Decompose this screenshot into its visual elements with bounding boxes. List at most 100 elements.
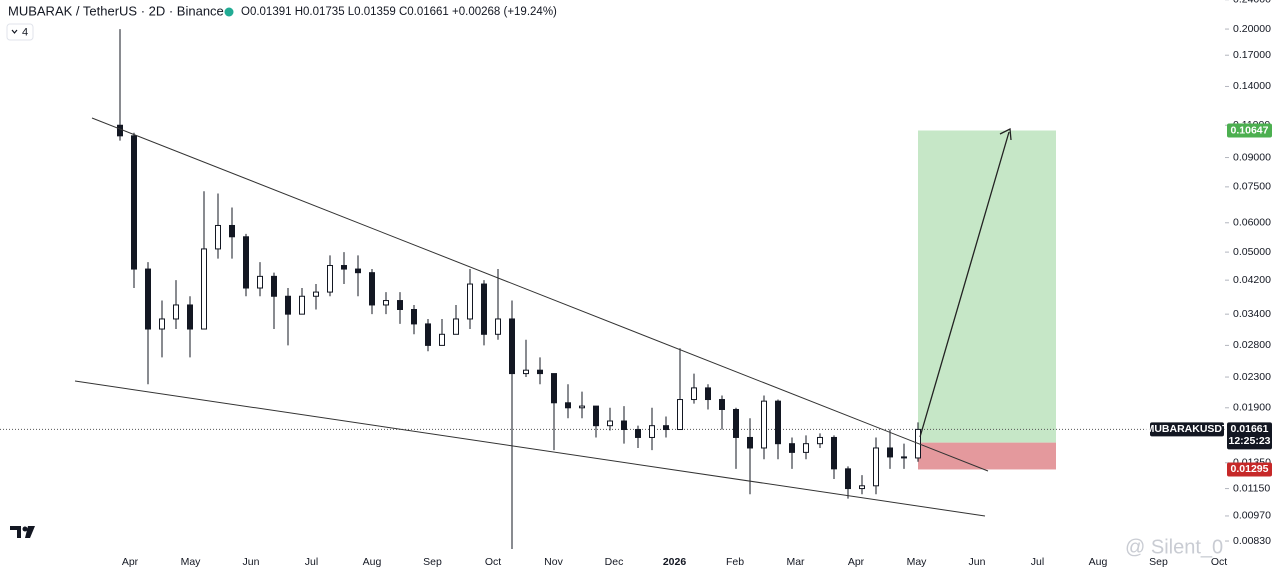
loss-zone: [918, 442, 1056, 470]
candle-body: [159, 318, 165, 330]
candle-body: [789, 443, 795, 453]
y-tick-label: 0.20000: [1233, 23, 1271, 35]
target-label: 0.10647: [1231, 124, 1269, 136]
candle-body: [257, 275, 263, 289]
candle-body: [873, 447, 879, 487]
candle-body: [551, 373, 557, 404]
x-tick-label: Mar: [786, 556, 805, 568]
symbol-label: MUBARAKUSDT: [1146, 423, 1229, 435]
y-tick-label: 0.01150: [1233, 482, 1270, 494]
candle-body: [607, 420, 613, 427]
logo-part: [10, 526, 21, 538]
chevron: [11, 29, 18, 34]
stop-label: 0.01295: [1231, 463, 1269, 475]
candle-body: [579, 405, 585, 409]
candle-body: [621, 420, 627, 431]
candle-body: [201, 248, 207, 330]
x-tick-label: Jul: [1031, 556, 1044, 568]
candle-body: [425, 323, 431, 346]
candle-body: [593, 405, 599, 427]
candle-body: [495, 318, 501, 335]
candle-body: [635, 429, 641, 438]
y-tick-label: 0.05000: [1233, 246, 1271, 258]
candle-body: [803, 443, 809, 453]
candle-body: [565, 402, 571, 409]
y-tick-label: 0.02300: [1233, 371, 1271, 383]
y-tick-label: 0.07500: [1233, 181, 1271, 193]
plot-area: [0, 0, 1229, 549]
candle-body: [411, 308, 417, 325]
y-tick-label: 0.17000: [1233, 49, 1271, 61]
status-dot: [224, 7, 234, 17]
candle-body: [537, 369, 543, 375]
y-tick-label: 0.14000: [1233, 80, 1271, 92]
countdown-label: 12:25:23: [1228, 435, 1270, 447]
x-tick-label: Sep: [1149, 556, 1168, 568]
projection-arrow: [919, 131, 1010, 438]
y-tick-label: 0.04200: [1233, 274, 1271, 286]
candle-body: [859, 485, 865, 490]
candle-body: [243, 236, 249, 289]
x-tick-label: Sep: [423, 556, 442, 568]
candle-body: [187, 304, 193, 330]
candle-body: [509, 318, 515, 375]
candle-body: [313, 291, 319, 297]
price-label: 0.01661: [1231, 423, 1269, 435]
indicator-count: 4: [22, 26, 28, 38]
upper-trendline: [91, 117, 989, 472]
candle-body: [705, 387, 711, 401]
x-tick-label: May: [181, 556, 202, 568]
candle-body: [831, 436, 837, 470]
candle-body: [145, 268, 151, 330]
y-tick-label: 0.00970: [1233, 510, 1271, 522]
x-tick-label: Feb: [726, 556, 744, 568]
candle-body: [131, 135, 137, 270]
x-tick-label: Jun: [243, 556, 260, 568]
candle-body: [677, 399, 683, 431]
candle-body: [733, 408, 739, 438]
candle-body: [817, 436, 823, 445]
ohlc-readout: O0.01391 H0.01735 L0.01359 C0.01661 +0.0…: [241, 6, 557, 18]
profit-zone: [918, 130, 1056, 443]
candle-body: [649, 425, 655, 438]
candle-body: [215, 224, 221, 250]
candle-body: [271, 275, 277, 297]
x-tick-label: Aug: [363, 556, 382, 568]
x-tick-label: Jun: [969, 556, 986, 568]
x-tick-label: Oct: [1211, 556, 1227, 568]
y-tick-label: 0.09000: [1233, 151, 1271, 163]
lower-trendline: [74, 380, 986, 517]
candle-body: [355, 268, 361, 274]
x-tick-label: Aug: [1089, 556, 1108, 568]
y-tick-label: 0.00830: [1233, 535, 1271, 547]
x-tick-label: Apr: [122, 556, 139, 568]
candle-body: [397, 300, 403, 310]
y-tick-label: 0.24000: [1233, 0, 1271, 6]
candle-body: [173, 304, 179, 320]
y-tick-label: 0.02800: [1233, 339, 1271, 351]
stop-tag: [1227, 462, 1272, 477]
target-tag: [1227, 123, 1272, 138]
symbol-title: MUBARAK / TetherUS · 2D · Binance: [8, 3, 224, 18]
candle-body: [481, 283, 487, 335]
logo-part: [25, 526, 35, 538]
tv-logo: [10, 526, 35, 538]
x-tick-label: Jul: [305, 556, 318, 568]
candle-body: [887, 447, 893, 458]
candle-body: [369, 272, 375, 306]
y-tick-label: 0.03400: [1233, 308, 1271, 320]
logo-part: [22, 526, 28, 532]
arrow-head: [999, 127, 1012, 141]
x-tick-label: Oct: [485, 556, 501, 568]
candle-body: [719, 399, 725, 410]
candle-body: [523, 369, 529, 375]
candle-body: [299, 295, 305, 315]
candle-body: [341, 265, 347, 270]
x-tick-label: Apr: [848, 556, 865, 568]
candle-body: [691, 387, 697, 401]
candle-body: [285, 295, 291, 315]
indicator-toggle[interactable]: [6, 23, 34, 41]
y-tick-label: 0.06000: [1233, 217, 1271, 229]
